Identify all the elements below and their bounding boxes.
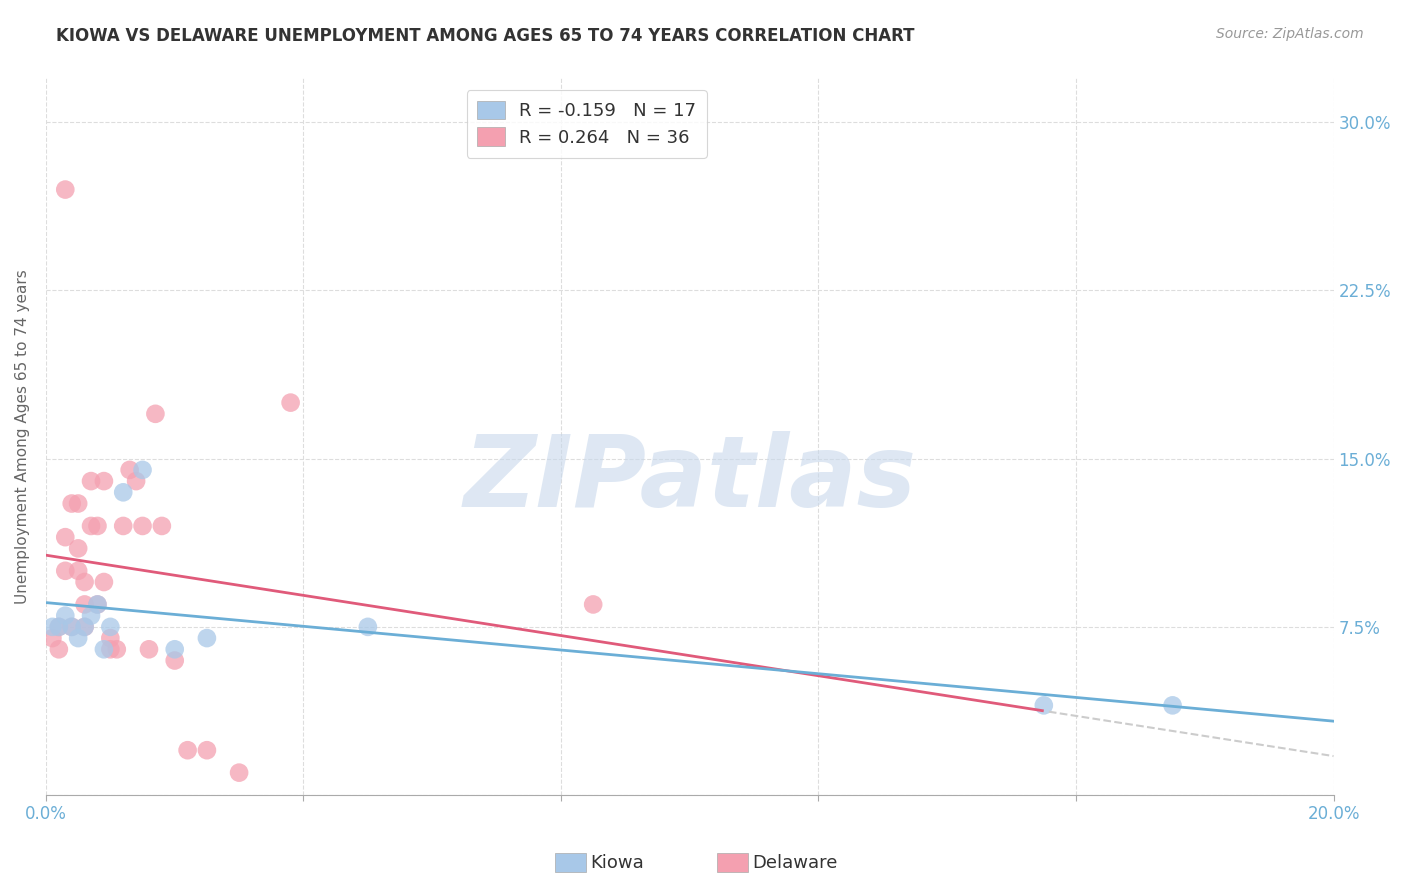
Point <box>357 620 380 634</box>
Point <box>163 642 186 657</box>
Point <box>80 474 103 488</box>
Point <box>73 598 96 612</box>
Point <box>138 642 160 657</box>
Point <box>93 574 115 589</box>
Point <box>73 574 96 589</box>
Point <box>86 519 108 533</box>
Point <box>53 530 76 544</box>
Point <box>195 631 218 645</box>
Point <box>67 496 90 510</box>
Point <box>48 642 70 657</box>
Point <box>41 620 63 634</box>
Point <box>86 598 108 612</box>
Y-axis label: Unemployment Among Ages 65 to 74 years: Unemployment Among Ages 65 to 74 years <box>15 268 30 604</box>
Point <box>53 608 76 623</box>
Point <box>53 564 76 578</box>
Point <box>73 620 96 634</box>
Point <box>80 608 103 623</box>
Point <box>195 743 218 757</box>
Legend: R = -0.159   N = 17, R = 0.264   N = 36: R = -0.159 N = 17, R = 0.264 N = 36 <box>467 90 707 158</box>
Point <box>73 620 96 634</box>
Point <box>93 474 115 488</box>
Point <box>67 631 90 645</box>
Point <box>131 463 153 477</box>
Point <box>280 395 302 409</box>
Text: Kiowa: Kiowa <box>591 854 644 871</box>
Point <box>1032 698 1054 713</box>
Point <box>80 519 103 533</box>
Point <box>98 620 121 634</box>
Point <box>48 620 70 634</box>
Point <box>67 564 90 578</box>
Point <box>125 474 148 488</box>
Point <box>41 631 63 645</box>
Point <box>163 653 186 667</box>
Point <box>118 463 141 477</box>
Point <box>1161 698 1184 713</box>
Point <box>228 765 250 780</box>
Point <box>131 519 153 533</box>
Text: ZIPatlas: ZIPatlas <box>463 431 917 528</box>
Point <box>145 407 167 421</box>
Text: KIOWA VS DELAWARE UNEMPLOYMENT AMONG AGES 65 TO 74 YEARS CORRELATION CHART: KIOWA VS DELAWARE UNEMPLOYMENT AMONG AGE… <box>56 27 915 45</box>
Point <box>176 743 198 757</box>
Point <box>98 631 121 645</box>
Point <box>105 642 128 657</box>
Point <box>60 496 83 510</box>
Point <box>53 183 76 197</box>
Point <box>48 620 70 634</box>
Point <box>86 598 108 612</box>
Text: Delaware: Delaware <box>752 854 838 871</box>
Point <box>60 620 83 634</box>
Point <box>98 642 121 657</box>
Point <box>60 620 83 634</box>
Point <box>93 642 115 657</box>
Point <box>67 541 90 556</box>
Point <box>112 519 135 533</box>
Text: Source: ZipAtlas.com: Source: ZipAtlas.com <box>1216 27 1364 41</box>
Point <box>150 519 173 533</box>
Point <box>582 598 605 612</box>
Point <box>112 485 135 500</box>
